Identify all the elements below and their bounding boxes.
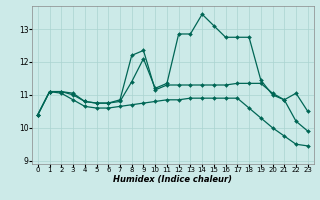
X-axis label: Humidex (Indice chaleur): Humidex (Indice chaleur) bbox=[113, 175, 232, 184]
